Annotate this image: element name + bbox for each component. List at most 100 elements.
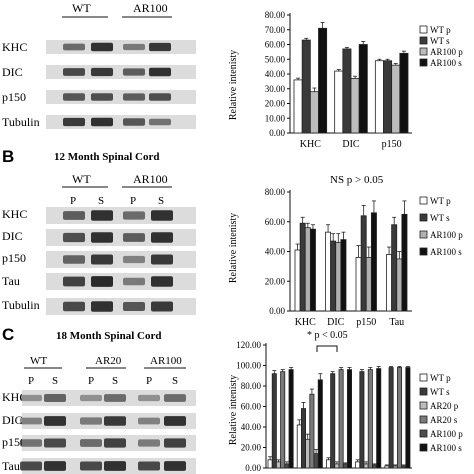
bar [388,367,394,469]
bar [293,79,303,134]
y-tick-label: 80.00 [265,187,286,197]
blot-b-band [151,276,173,287]
legend-label: AR100 s [430,443,462,453]
blot-b-band [63,255,85,264]
bar [396,258,403,312]
chart-c-ylabel: Relative intenisty [228,375,239,445]
blot-b-band [123,302,145,311]
y-tick-label: 20.00 [265,99,286,109]
y-tick-label: 0.00 [245,463,261,473]
x-tick-label: p150 [382,139,402,150]
blot-c-band [164,461,186,471]
blot-c-band [44,461,66,471]
blot-a-band [63,43,85,51]
blot-a-band [91,93,113,101]
blot-a-band [123,43,145,51]
panel-c-letter: C [2,325,14,344]
blot-c-row-label: p150 [2,435,26,449]
blot-a-band [123,118,145,126]
blot-c-band [104,461,126,471]
bar [325,231,332,312]
y-tick-label: 40.00 [265,247,286,257]
blot-b-band [151,301,173,312]
blot-b-band [91,301,113,312]
blot-a-band [149,118,171,126]
blot-b-row-label: Tau [2,274,20,288]
bar [358,44,368,134]
blot-a-band [63,117,85,127]
bar [363,463,369,469]
legend-swatch [419,25,428,34]
blot-b-band [123,211,145,220]
chart-a-plot: 0.00 10.00 20.00 30.00 40.00 50.00 60.00 70.00 8… [265,10,464,150]
bar [391,64,401,134]
chart-c-annotation: * p < 0.05 [307,330,348,341]
blot-b-group-label: AR100 [133,172,168,186]
legend-swatch [419,230,428,239]
y-tick-label: 20.00 [241,443,262,453]
y-tick-label: 80.00 [241,381,262,391]
blot-c-band [20,461,42,471]
bar [401,465,407,469]
x-tick-label: KHC [300,139,321,150]
bar [317,379,323,469]
panel-b-title: 12 Month Spinal Cord [54,151,159,163]
y-tick-label: 80.00 [265,10,286,20]
legend-swatch [419,415,428,424]
legend-swatch [419,213,428,222]
bar [334,70,344,134]
bar [355,257,362,312]
blot-b-band [63,276,85,287]
bar [313,453,319,469]
blot-c-group-label: AR20 [95,355,122,367]
bar [280,371,286,469]
blot-a-band [149,67,171,77]
blot-b-band [151,254,173,265]
blot-c-band [138,394,160,402]
bar [294,249,301,312]
y-tick-label: 40.00 [265,69,286,79]
y-tick-label: 120.00 [236,340,261,350]
blot-b-band [91,254,113,265]
bar [383,60,393,134]
y-tick-label: 60.00 [265,40,286,50]
bar [304,227,311,312]
blot-a-band [91,67,113,77]
x-tick-label: Tau [389,317,404,328]
legend-label: AR100 s [430,58,462,68]
chart-b-ylabel: Relative intenisty [228,213,239,283]
blot-b-group-label: WT [72,172,91,186]
blot-c-group-label: AR100 [150,355,182,367]
bar [330,240,337,312]
panel-b-letter: B [2,147,14,166]
bar [334,463,340,469]
bar [309,393,315,469]
blot-b-lane-label: P [70,195,76,207]
legend-swatch [419,58,428,67]
blot-c-band [44,394,66,402]
blot-c-group-label: WT [30,355,47,367]
blot-c-row-label: KHC [2,390,27,404]
x-tick-label: DIC [327,317,345,328]
bar [342,463,348,469]
blot-b-band [151,232,173,243]
chart-c: * p < 0.05 Relative intenisty 0.00 20.00 4… [228,330,463,473]
bar [371,464,377,469]
chart-a: Relative intenisty 0.00 10.00 20.00 30.00 40… [228,10,463,150]
blot-a-strips [46,40,196,129]
blot-c-band [164,416,186,426]
bar [359,371,365,469]
bar [405,367,411,469]
chart-a-ylabel: Relative intenisty [228,50,239,120]
y-tick-label: 100.00 [236,361,261,371]
blot-a-band [91,117,113,127]
bar [384,465,390,469]
legend-swatch [419,196,428,205]
blot-a-band [63,68,85,76]
blot-a-band [63,93,85,101]
blot-a-band [149,42,171,52]
legend-label: AR100 s [430,247,462,257]
blot-c-band [80,461,102,471]
legend-label: AR20 s [430,415,458,425]
blot-a-group-label: WT [72,1,91,15]
